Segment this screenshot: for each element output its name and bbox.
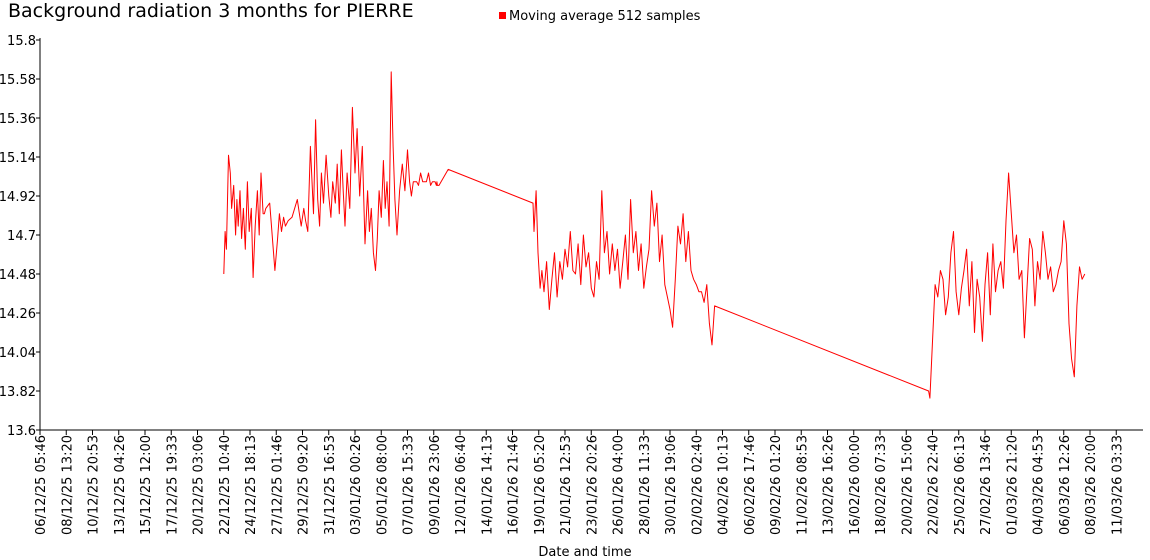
x-tick-label: 18/02/26 07:33 bbox=[874, 435, 889, 535]
y-tick-label: 14.7 bbox=[7, 229, 36, 244]
x-tick-label: 07/01/26 15:33 bbox=[402, 435, 417, 535]
y-tick-label: 15.14 bbox=[0, 151, 36, 166]
y-tick-label: 13.6 bbox=[7, 424, 36, 439]
x-tick-label: 16/02/26 00:00 bbox=[848, 435, 863, 535]
x-tick-label: 12/01/26 06:40 bbox=[454, 435, 469, 535]
y-tick-label: 14.92 bbox=[0, 190, 36, 205]
chart-title: Background radiation 3 months for PIERRE bbox=[8, 0, 414, 22]
x-tick-label: 09/02/26 01:20 bbox=[769, 435, 784, 535]
x-tick-label: 25/02/26 06:13 bbox=[953, 435, 968, 535]
x-tick-label: 11/02/26 08:53 bbox=[795, 435, 810, 535]
legend: Moving average 512 samples bbox=[499, 9, 700, 24]
y-tick-label: 14.48 bbox=[0, 268, 36, 283]
x-tick-label: 31/12/25 16:53 bbox=[323, 435, 338, 535]
x-tick-label: 08/12/25 13:20 bbox=[60, 435, 75, 535]
x-tick-label: 13/02/26 16:26 bbox=[822, 435, 837, 535]
legend-label: Moving average 512 samples bbox=[509, 9, 701, 24]
x-tick-label: 16/01/26 21:46 bbox=[507, 435, 522, 535]
x-tick-label: 01/03/26 21:20 bbox=[1005, 435, 1020, 535]
x-tick-label: 22/02/26 22:40 bbox=[927, 435, 942, 535]
x-ticks: 06/12/25 05:46 08/12/25 13:20 10/12/25 20:… bbox=[34, 430, 1125, 535]
x-tick-label: 03/01/26 00:26 bbox=[349, 435, 364, 535]
x-tick-label: 28/01/26 11:33 bbox=[638, 435, 653, 535]
x-tick-label: 27/02/26 13:46 bbox=[979, 435, 994, 535]
x-tick-label: 06/02/26 17:46 bbox=[743, 435, 758, 535]
x-tick-label: 04/03/26 04:53 bbox=[1032, 435, 1047, 535]
x-tick-label: 11/03/26 03:33 bbox=[1110, 435, 1125, 535]
x-tick-label: 26/01/26 04:00 bbox=[612, 435, 627, 535]
series-line bbox=[223, 71, 1086, 399]
x-tick-label: 02/02/26 02:40 bbox=[690, 435, 705, 535]
x-tick-label: 13/12/25 04:26 bbox=[113, 435, 128, 535]
x-tick-label: 30/01/26 19:06 bbox=[664, 435, 679, 535]
x-tick-label: 09/01/26 23:06 bbox=[428, 435, 443, 535]
y-tick-label: 15.58 bbox=[0, 73, 36, 88]
x-tick-label: 21/01/26 12:53 bbox=[559, 435, 574, 535]
legend-swatch-red bbox=[499, 12, 506, 19]
x-tick-label: 22/12/25 10:40 bbox=[218, 435, 233, 535]
x-axis-label: Date and time bbox=[538, 545, 632, 560]
axes bbox=[39, 38, 1143, 431]
x-tick-label: 14/01/26 14:13 bbox=[480, 435, 495, 535]
x-tick-label: 08/03/26 20:00 bbox=[1084, 435, 1099, 535]
x-tick-label: 24/12/25 18:13 bbox=[244, 435, 259, 535]
x-tick-label: 10/12/25 20:53 bbox=[87, 435, 102, 535]
x-tick-label: 04/02/26 10:13 bbox=[717, 435, 732, 535]
y-tick-label: 13.82 bbox=[0, 385, 36, 400]
x-tick-label: 20/12/25 03:06 bbox=[192, 435, 207, 535]
y-tick-label: 14.04 bbox=[0, 346, 36, 361]
x-tick-label: 27/12/25 01:46 bbox=[270, 435, 285, 535]
x-tick-label: 05/01/26 08:00 bbox=[375, 435, 390, 535]
x-tick-label: 19/01/26 05:20 bbox=[533, 435, 548, 535]
y-tick-label: 14.26 bbox=[0, 307, 36, 322]
x-tick-label: 20/02/26 15:06 bbox=[900, 435, 915, 535]
y-tick-label: 15.8 bbox=[7, 34, 36, 49]
x-tick-label: 29/12/25 09:20 bbox=[297, 435, 312, 535]
plot-area bbox=[223, 71, 1086, 399]
x-tick-label: 17/12/25 19:33 bbox=[165, 435, 180, 535]
x-tick-label: 06/12/25 05:46 bbox=[34, 435, 49, 535]
x-tick-label: 23/01/26 20:26 bbox=[585, 435, 600, 535]
y-ticks: 15.8 15.58 15.36 15.14 14.92 14.7 14.48 14.26 14… bbox=[0, 34, 40, 439]
x-tick-label: 06/03/26 12:26 bbox=[1058, 435, 1073, 535]
x-tick-label: 15/12/25 12:00 bbox=[139, 435, 154, 535]
y-tick-label: 15.36 bbox=[0, 112, 36, 127]
